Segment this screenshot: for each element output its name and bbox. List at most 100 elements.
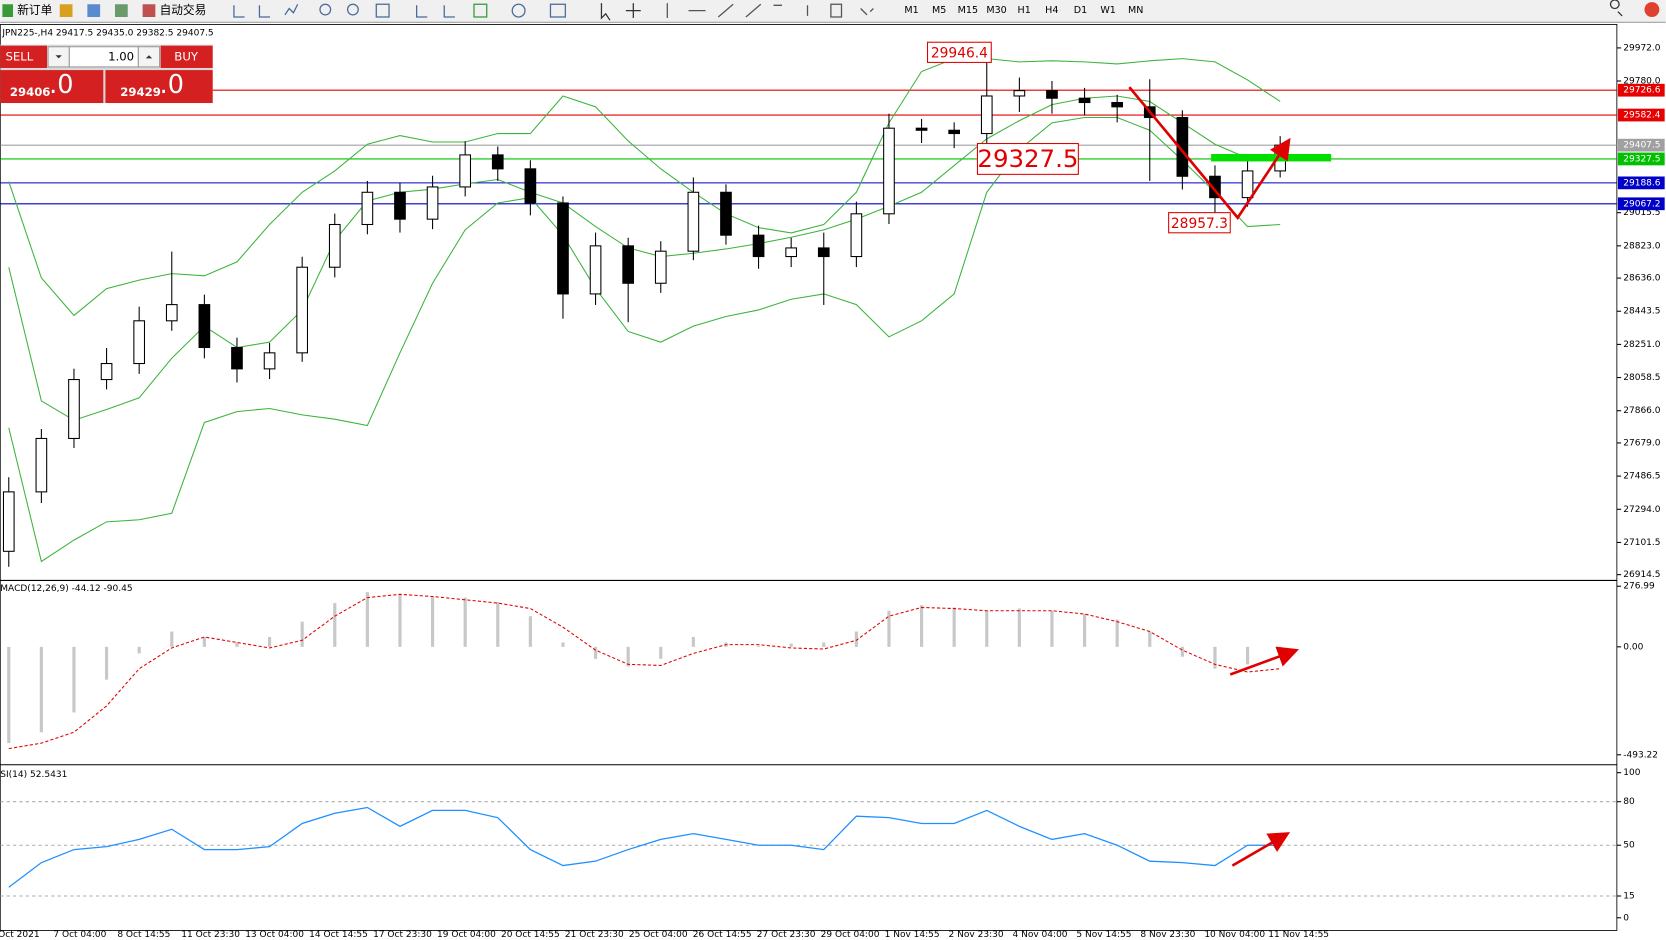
timeframe-button[interactable]: H4	[1045, 5, 1058, 16]
candle-body	[654, 250, 667, 284]
y-tick-label: 28823.0	[1623, 241, 1661, 251]
y-tick-label: 27486.5	[1623, 472, 1660, 482]
y-tick-label: 29015.5	[1623, 208, 1660, 218]
crosshair-tool[interactable]	[625, 3, 641, 19]
timeframe-button[interactable]: M5	[932, 5, 946, 16]
indicators[interactable]	[473, 3, 488, 18]
auto-trade-icon[interactable]	[142, 4, 156, 17]
toolbar-icons	[233, 0, 1623, 21]
timeframe-button[interactable]: M15	[958, 5, 978, 16]
zoom-in[interactable]	[319, 3, 332, 16]
candle-body	[296, 266, 309, 354]
y-tick-label: 0	[1623, 913, 1629, 923]
candle-body	[915, 127, 928, 131]
rsi-header: SI(14) 52.5431	[0, 770, 67, 780]
x-tick-label: 29 Oct 04:00	[821, 930, 880, 940]
x-tick-label: 8 Oct 14:55	[117, 930, 170, 940]
x-tick-label: 10 Nov 04:00	[1204, 930, 1265, 940]
scroll-icons[interactable]	[416, 5, 455, 18]
y-tick-label: 29780.0	[1623, 76, 1661, 86]
x-tick-label: 4 Nov 04:00	[1013, 930, 1068, 940]
buy-button[interactable]	[160, 45, 213, 68]
zoom-out[interactable]	[346, 3, 359, 16]
timeframe-button[interactable]: M30	[986, 5, 1006, 16]
price-level-label: 29582.4	[1623, 111, 1661, 121]
y-tick-label: 28443.5	[1623, 307, 1660, 317]
price-level-tag	[1617, 138, 1665, 152]
candle-body	[165, 304, 178, 322]
candle-body	[198, 304, 211, 349]
search[interactable]	[1609, 0, 1623, 17]
drawing-tools[interactable]	[666, 3, 809, 19]
rsi-arrow[interactable]	[1231, 832, 1291, 867]
x-tick-label: 19 Oct 04:00	[437, 930, 496, 940]
timeframe-button[interactable]: M1	[904, 5, 918, 16]
candle-body	[720, 191, 732, 236]
periods[interactable]	[511, 3, 526, 18]
candle-body	[100, 362, 113, 381]
x-tick-label: 11 Nov 14:55	[1268, 930, 1329, 940]
macd-arrow[interactable]	[1229, 646, 1299, 676]
candle-body	[524, 168, 537, 204]
timeframe-button[interactable]: D1	[1074, 5, 1087, 16]
x-tick-label: Oct 2021	[0, 930, 40, 940]
candle-body	[459, 154, 472, 188]
tile-windows[interactable]	[375, 3, 390, 18]
bid-price[interactable]: 29406	[10, 85, 51, 99]
ask-price[interactable]: 29429	[120, 85, 161, 99]
volume-value[interactable]: 1.00	[108, 49, 134, 63]
bid-fraction[interactable]: .0	[49, 70, 73, 100]
timeframe-button[interactable]: W1	[1100, 5, 1116, 16]
y-tick-label: 27101.5	[1623, 538, 1660, 548]
y-tick-label: 15	[1623, 892, 1634, 902]
rsi-line	[8, 806, 1281, 888]
bid-box[interactable]	[0, 70, 104, 104]
candle-body	[1176, 116, 1189, 177]
y-tick-label: 28251.0	[1623, 340, 1661, 350]
macd-signal	[8, 593, 1281, 750]
notification-badge[interactable]	[1644, 2, 1660, 17]
timeframe-button[interactable]: MN	[1128, 5, 1143, 16]
ask-fraction[interactable]: .0	[160, 70, 184, 100]
templates[interactable]	[549, 3, 566, 18]
text-label-tool[interactable]	[830, 3, 843, 18]
new-order-button[interactable]: 新订单	[17, 3, 52, 17]
timeframe-bar: M1 M5 M15 M30 H1 H4 D1 W1 MN	[904, 5, 1143, 16]
ask-box[interactable]	[105, 70, 213, 104]
x-tick-label: 1 Nov 14:55	[885, 930, 940, 940]
price-annotation-box	[927, 41, 992, 63]
support-marker[interactable]	[1211, 154, 1332, 162]
cursor-tool[interactable]	[600, 3, 611, 21]
candle-body	[817, 247, 830, 258]
tool-icon[interactable]	[114, 4, 128, 17]
x-tick-label: 7 Oct 04:00	[53, 930, 106, 940]
price-level-tag	[1617, 83, 1665, 97]
auto-trade-button[interactable]: 自动交易	[160, 3, 207, 17]
candle-body	[68, 379, 80, 439]
tool-icon[interactable]	[87, 4, 101, 17]
y-tick-label: 50	[1623, 841, 1635, 851]
timeframe-button[interactable]: H1	[1018, 5, 1031, 16]
y-tick-label: 80	[1623, 797, 1635, 807]
price-level-label: 29407.5	[1623, 141, 1660, 151]
chart-type-icons[interactable]	[233, 3, 299, 18]
sell-label[interactable]: SELL	[5, 49, 33, 63]
buy-label[interactable]: BUY	[174, 49, 199, 63]
arrows-tool[interactable]	[860, 8, 874, 16]
x-tick-label: 13 Oct 04:00	[245, 930, 304, 940]
candle-body	[785, 247, 798, 258]
candle-body	[752, 234, 765, 258]
candle-body	[1111, 101, 1124, 108]
price-annotation: 29327.5	[977, 144, 1078, 173]
trend-arrow[interactable]	[1128, 86, 1291, 220]
y-tick-label: 100	[1623, 768, 1640, 778]
tool-icon[interactable]	[59, 4, 73, 17]
bollinger-lower	[8, 116, 1281, 563]
new-order-icon[interactable]	[2, 4, 14, 17]
candle-body	[948, 129, 961, 135]
chart-frame	[0, 24, 1618, 931]
price-level-label: 29067.2	[1623, 199, 1660, 209]
up-glyph	[145, 55, 153, 59]
sell-button[interactable]	[0, 45, 48, 68]
